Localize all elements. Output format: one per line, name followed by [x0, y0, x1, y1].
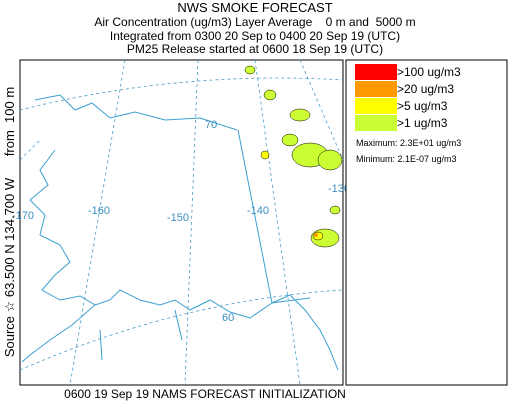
grid-line [254, 59, 301, 386]
legend-label: >5 ug/m3 [397, 99, 448, 113]
coastline [271, 294, 339, 371]
smoke-area [244, 65, 343, 248]
grid-line [19, 77, 344, 111]
legend-label: >100 ug/m3 [397, 65, 461, 79]
legend-label: >1 ug/m3 [397, 116, 448, 130]
coastline [21, 94, 273, 363]
legend-minimum: Minimum: 2.1E-07 ug/m3 [356, 154, 457, 164]
legend: >100 ug/m3 >20 ug/m3 >5 ug/m3 >1 ug/m3 [355, 64, 461, 131]
map-label: -130 [328, 183, 350, 195]
legend-swatch [355, 115, 397, 131]
subtitle: PM25 Release started at 0600 18 Sep 19 (… [127, 42, 383, 56]
subtitle: Air Concentration (ug/m3) Layer Average … [94, 15, 415, 29]
map-label: 70 [205, 119, 217, 131]
legend-swatch [355, 81, 397, 97]
map-label: 60 [222, 312, 234, 324]
grid-line [19, 289, 344, 371]
map: 70 -170 -160 -150 -140 -130 60 [12, 59, 350, 386]
grid-line [69, 59, 126, 386]
footer: 0600 19 Sep 19 NAMS FORECAST INITIALIZAT… [64, 387, 346, 401]
map-label: -170 [12, 210, 34, 222]
legend-maximum: Maximum: 2.3E+01 ug/m3 [356, 138, 461, 148]
legend-label: >20 ug/m3 [397, 82, 454, 96]
grid-line [184, 59, 199, 386]
map-label: -140 [247, 205, 269, 217]
subtitle: Integrated from 0300 20 Sep to 0400 20 S… [110, 29, 400, 43]
grid-line [299, 59, 344, 161]
map-label: -150 [167, 212, 189, 224]
map-label: -160 [88, 205, 110, 217]
legend-swatch [355, 98, 397, 114]
legend-swatch [355, 64, 397, 80]
source-label: Source ☆ 63.500 N 134.700 W from 100 m [2, 87, 17, 357]
title: NWS SMOKE FORECAST [177, 0, 332, 15]
legend-frame [345, 59, 508, 386]
map-frame [19, 59, 344, 386]
grid-line [19, 139, 41, 161]
